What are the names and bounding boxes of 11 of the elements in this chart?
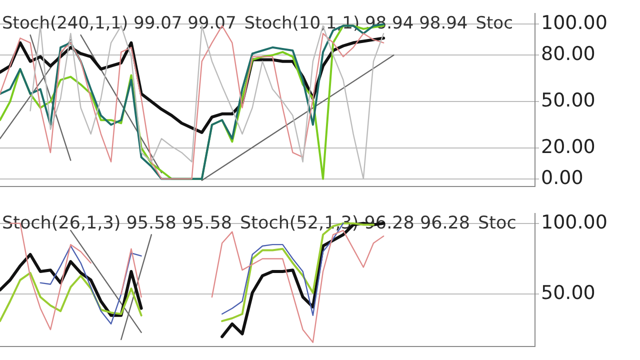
y-tick-label: 20.00 — [541, 136, 596, 158]
y-tick-label: 50.00 — [541, 89, 596, 112]
annotation: Stoch(26,1,3) 95.58 95.58 — [2, 214, 232, 234]
y-tick-label: 80.00 — [541, 43, 596, 66]
annotation: Stoc — [478, 214, 516, 234]
y-tick-label: 100.00 — [541, 211, 608, 234]
y-tick-label: 50.00 — [541, 282, 596, 304]
y-tick-label: 0.00 — [541, 166, 584, 189]
y-tick-label: 100.00 — [541, 12, 608, 34]
annotation: Stoch(240,1,1) 99.07 99.07 — [2, 13, 236, 34]
annotation: Stoc — [476, 13, 513, 34]
